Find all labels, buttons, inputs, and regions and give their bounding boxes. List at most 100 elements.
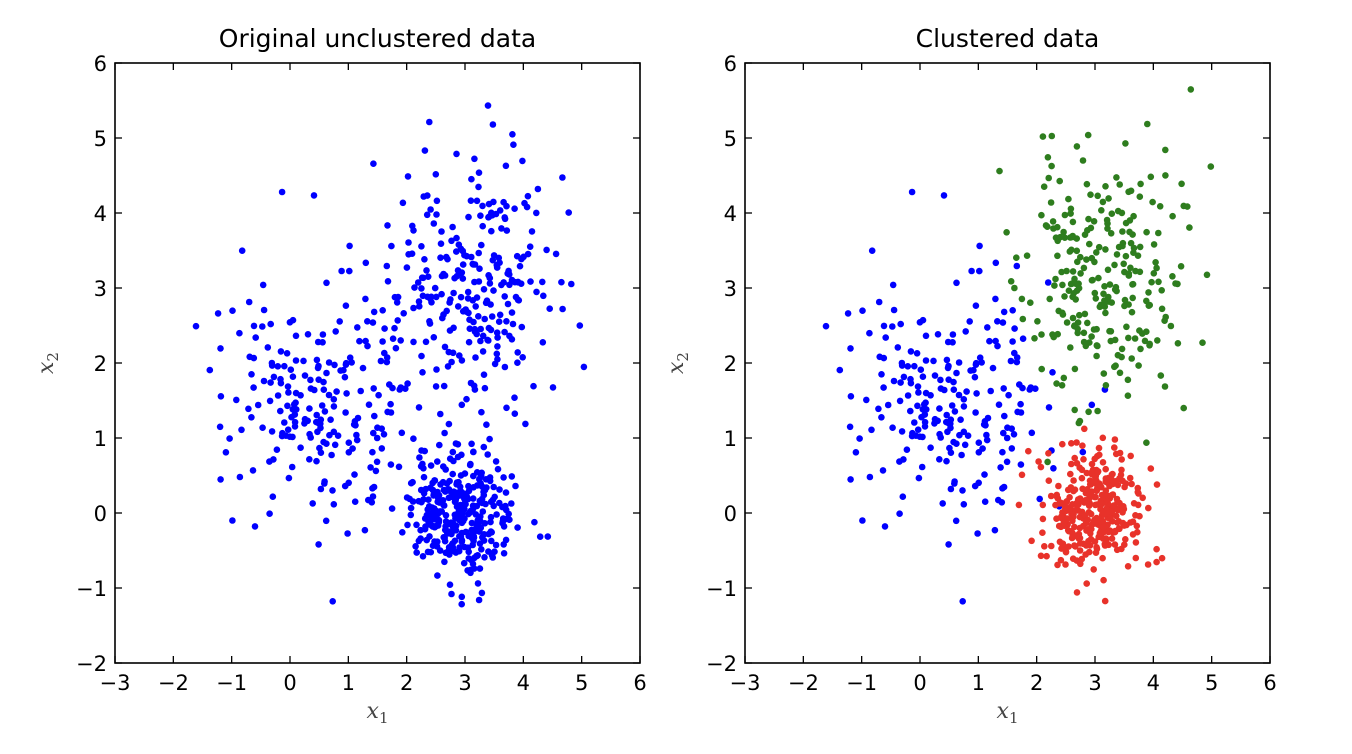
scatter-point — [362, 259, 370, 267]
scatter-point — [945, 541, 952, 548]
scatter-point — [1053, 380, 1060, 387]
scatter-point — [442, 518, 450, 525]
scatter-point — [1114, 207, 1122, 215]
scatter-point — [192, 322, 200, 330]
scatter-point — [868, 426, 875, 434]
scatter-point — [487, 518, 494, 526]
scatter-point — [526, 243, 534, 250]
scatter-point — [1090, 478, 1098, 485]
scatter-point — [446, 327, 454, 334]
scatter-point — [908, 432, 916, 440]
scatter-point — [341, 373, 349, 381]
scatter-point — [351, 471, 358, 478]
scatter-point — [1139, 494, 1146, 502]
scatter-point — [472, 511, 480, 518]
scatter-point — [528, 228, 536, 235]
scatter-point — [972, 302, 980, 310]
scatter-point — [313, 356, 321, 364]
scatter-point — [1119, 242, 1126, 250]
scatter-point — [349, 445, 356, 452]
scatter-point — [1123, 323, 1130, 331]
scatter-point — [1007, 278, 1015, 285]
scatter-point — [483, 421, 490, 429]
scatter-point — [1100, 523, 1108, 531]
scatter-point — [1056, 538, 1064, 546]
scatter-point — [426, 318, 433, 325]
scatter-point — [1111, 527, 1119, 535]
scatter-point — [1019, 384, 1026, 392]
scatter-point — [478, 546, 485, 553]
scatter-point — [1041, 543, 1048, 550]
scatter-point — [354, 324, 361, 331]
scatter-point — [426, 118, 433, 126]
scatter-point — [1073, 143, 1081, 150]
scatter-point — [466, 461, 474, 469]
scatter-point — [479, 332, 487, 340]
scatter-point — [477, 518, 484, 525]
scatter-point — [270, 373, 278, 381]
scatter-point — [503, 202, 510, 210]
scatter-point — [1069, 218, 1077, 226]
scatter-point — [1111, 261, 1118, 269]
scatter-point — [433, 366, 440, 373]
scatter-point — [955, 359, 963, 366]
y-axis-label: x2 — [664, 352, 692, 374]
scatter-point — [492, 541, 500, 549]
scatter-point — [1072, 506, 1079, 514]
scatter-point — [494, 356, 501, 363]
scatter-point — [442, 466, 450, 473]
scatter-point — [1093, 325, 1100, 333]
scatter-point — [914, 402, 921, 410]
scatter-point — [427, 206, 434, 213]
scatter-point — [346, 354, 354, 362]
scatter-point — [1132, 512, 1139, 519]
scatter-point — [489, 121, 497, 128]
scatter-point — [322, 517, 330, 525]
scatter-point — [245, 405, 252, 413]
scatter-point — [1124, 392, 1132, 400]
scatter-point — [267, 379, 274, 386]
scatter-point — [1008, 445, 1016, 452]
scatter-point — [1056, 177, 1063, 185]
scatter-point — [1045, 174, 1052, 182]
scatter-point — [1079, 448, 1087, 456]
scatter-point — [847, 476, 854, 483]
scatter-point — [1000, 429, 1007, 437]
scatter-point — [1027, 299, 1034, 307]
scatter-point — [478, 241, 485, 249]
scatter-point — [1015, 501, 1023, 509]
scatter-point — [1039, 515, 1047, 523]
scatter-point — [1018, 295, 1026, 303]
scatter-point — [1118, 345, 1126, 353]
scatter-point — [1125, 270, 1133, 277]
scatter-point — [379, 307, 387, 314]
scatter-point — [494, 465, 502, 473]
scatter-point — [514, 524, 521, 531]
scatter-point — [1102, 246, 1109, 253]
scatter-point — [1105, 195, 1112, 202]
scatter-point — [433, 507, 440, 515]
scatter-point — [433, 197, 441, 205]
scatter-point — [447, 519, 455, 526]
scatter-point — [453, 150, 460, 158]
scatter-point — [534, 185, 542, 193]
y-tick-label: −2 — [76, 652, 107, 676]
scatter-point — [311, 386, 318, 394]
x-tick-label: 3 — [458, 671, 471, 695]
scatter-point — [403, 264, 411, 271]
scatter-point — [1153, 264, 1160, 272]
scatter-point — [1069, 314, 1077, 322]
scatter-point — [470, 382, 478, 390]
scatter-point — [518, 323, 526, 331]
scatter-point — [480, 371, 488, 379]
scatter-point — [488, 227, 495, 235]
scatter-point — [543, 246, 550, 254]
scatter-point — [327, 416, 334, 424]
scatter-point — [514, 349, 521, 356]
scatter-point — [1090, 218, 1098, 225]
scatter-point — [373, 458, 381, 466]
scatter-point — [341, 482, 349, 490]
scatter-point — [409, 498, 417, 505]
scatter-point — [1120, 522, 1128, 529]
